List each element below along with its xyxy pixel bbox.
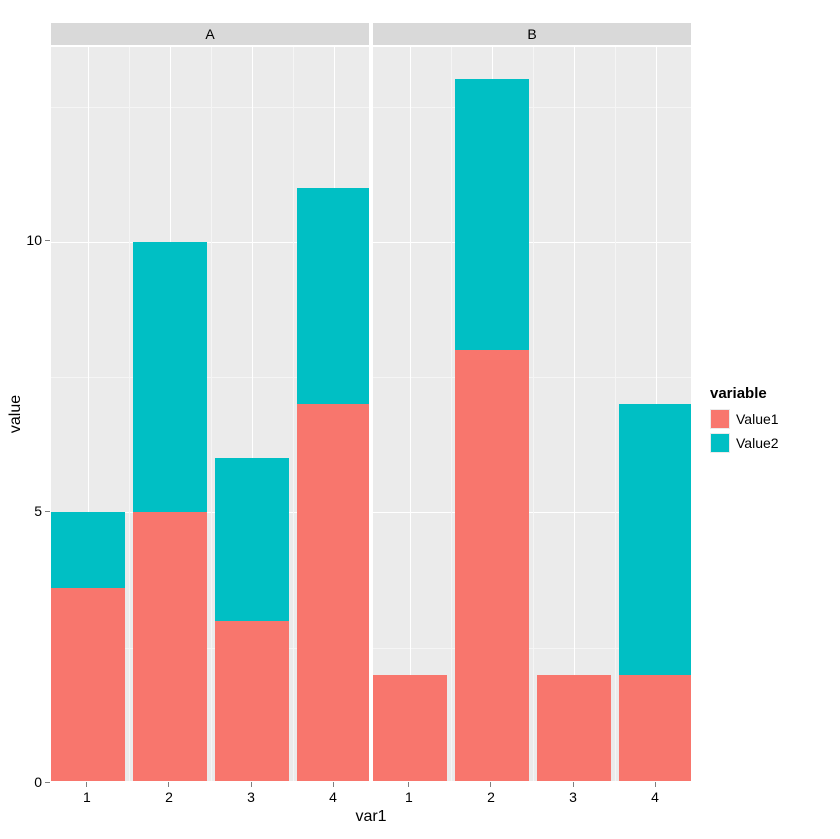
- grid-v-major: [574, 47, 575, 781]
- x-tick-mark: [168, 782, 169, 787]
- bar-segment-value1: [297, 404, 370, 782]
- facet-b: B: [372, 22, 692, 782]
- panel: [50, 46, 370, 782]
- legend-label: Value1: [736, 411, 779, 427]
- bar-segment-value2: [215, 458, 289, 620]
- legend-title: variable: [710, 385, 834, 402]
- bar-segment-value1: [455, 350, 529, 782]
- legend-swatch-value2: [711, 434, 729, 452]
- y-tick-label: 5: [34, 503, 42, 519]
- legend-swatch-value1: [711, 410, 729, 428]
- x-tick-label: 4: [313, 789, 353, 805]
- legend-key: [710, 409, 730, 429]
- bar-segment-value2: [51, 512, 125, 588]
- x-axis-title: var1: [50, 808, 692, 826]
- grid-v-minor: [129, 47, 130, 781]
- y-tick-label: 10: [26, 232, 42, 248]
- facet-strip: A: [50, 22, 370, 46]
- grid-v-major: [410, 47, 411, 781]
- x-tick-label: 3: [553, 789, 593, 805]
- legend-item-value2: Value2: [710, 432, 834, 454]
- x-tick-mark: [86, 782, 87, 787]
- x-tick-label: 2: [149, 789, 189, 805]
- x-tick-mark: [251, 782, 252, 787]
- bar-segment-value1: [619, 675, 692, 782]
- y-tick-label: 0: [34, 774, 42, 790]
- bar-segment-value2: [455, 79, 529, 350]
- bar-segment-value2: [133, 242, 207, 513]
- x-tick-label: 2: [471, 789, 511, 805]
- x-tick-mark: [490, 782, 491, 787]
- grid-v-minor: [293, 47, 294, 781]
- legend-label: Value2: [736, 435, 779, 451]
- legend-item-value1: Value1: [710, 408, 834, 430]
- legend-key: [710, 433, 730, 453]
- grid-h-major: [373, 242, 691, 243]
- grid-v-minor: [615, 47, 616, 781]
- x-tick-mark: [655, 782, 656, 787]
- bar-segment-value2: [619, 404, 692, 675]
- grid-h-minor: [373, 377, 691, 378]
- facet-a: A: [50, 22, 370, 782]
- bar-segment-value1: [133, 512, 207, 782]
- bar-segment-value1: [51, 588, 125, 782]
- grid-v-minor: [211, 47, 212, 781]
- plot-area: AB: [50, 22, 692, 782]
- grid-v-minor: [451, 47, 452, 781]
- legend: variable Value1 Value2: [704, 0, 834, 839]
- bar-segment-value1: [215, 621, 289, 782]
- x-tick-mark: [408, 782, 409, 787]
- grid-h-minor: [373, 107, 691, 108]
- x-tick-label: 1: [67, 789, 107, 805]
- y-axis: 0510: [0, 46, 50, 782]
- x-tick-label: 3: [231, 789, 271, 805]
- grid-h-minor: [51, 107, 369, 108]
- x-tick-mark: [333, 782, 334, 787]
- faceted-stacked-bar-chart: value 0510 AB 1234 1234 var1 variable Va…: [0, 0, 840, 839]
- x-tick-mark: [573, 782, 574, 787]
- bar-segment-value1: [373, 675, 447, 782]
- panel: [372, 46, 692, 782]
- facet-strip: B: [372, 22, 692, 46]
- bar-segment-value2: [297, 188, 370, 404]
- grid-v-minor: [533, 47, 534, 781]
- x-tick-label: 1: [389, 789, 429, 805]
- x-tick-label: 4: [635, 789, 675, 805]
- bar-segment-value1: [537, 675, 611, 782]
